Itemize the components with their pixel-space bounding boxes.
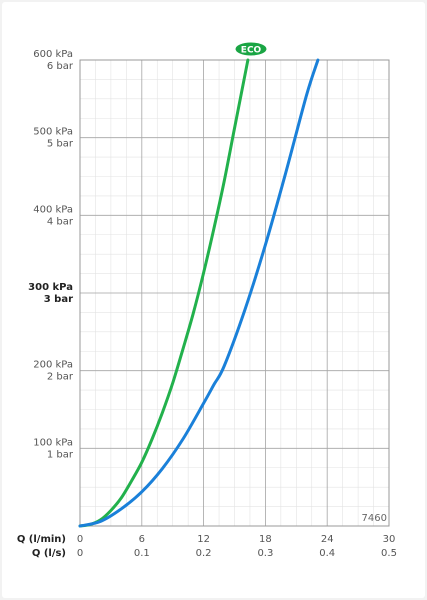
x-tick-label-lps: 0.5	[381, 548, 397, 559]
x-tick-label-lps: 0	[77, 548, 83, 559]
series-line-2	[78, 58, 320, 528]
chart-code-label: 7460	[362, 513, 387, 524]
y-tick-label-kpa: 600 kPa	[33, 49, 73, 60]
series-layer	[78, 58, 320, 528]
y-tick-label-bar: 4 bar	[47, 216, 74, 227]
y-tick-label-kpa: 300 kPa	[28, 282, 73, 293]
eco-badge: ECO	[234, 41, 268, 57]
eco-badge-text: ECO	[241, 46, 262, 56]
x-tick-label-lpm: 24	[321, 534, 334, 545]
y-tick-label-kpa: 200 kPa	[33, 360, 73, 371]
x-tick-label-lpm: 0	[77, 534, 83, 545]
x-tick-label-lps: 0.2	[196, 548, 212, 559]
y-tick-label-bar: 5 bar	[47, 139, 74, 150]
series-line-1	[78, 58, 250, 528]
x-tick-labels: 0 0 6 0.1 12 0.2 18 0.3 24 0.4 30 0.5	[77, 534, 397, 559]
x-tick-label-lpm: 30	[383, 534, 396, 545]
x-tick-label-lps: 0.4	[319, 548, 335, 559]
x-axis-label-lps: Q (l/s)	[32, 548, 66, 559]
y-tick-label-kpa: 400 kPa	[33, 204, 73, 215]
eco-badge-shape	[234, 41, 268, 57]
y-tick-label-kpa: 500 kPa	[33, 127, 73, 138]
y-tick-label-bar: 3 bar	[44, 294, 73, 305]
x-tick-label-lpm: 12	[197, 534, 210, 545]
x-tick-label-lps: 0.3	[257, 548, 273, 559]
plot-border	[79, 59, 390, 527]
x-tick-label-lpm: 18	[259, 534, 272, 545]
x-tick-label-lps: 0.1	[134, 548, 150, 559]
x-tick-label-lpm: 6	[139, 534, 145, 545]
y-tick-label-bar: 1 bar	[47, 449, 74, 460]
y-tick-label-kpa: 100 kPa	[33, 437, 73, 448]
y-tick-label-bar: 2 bar	[47, 372, 74, 383]
x-axis-label-lpm: Q (l/min)	[17, 534, 66, 545]
y-tick-label-bar: 6 bar	[47, 61, 74, 72]
